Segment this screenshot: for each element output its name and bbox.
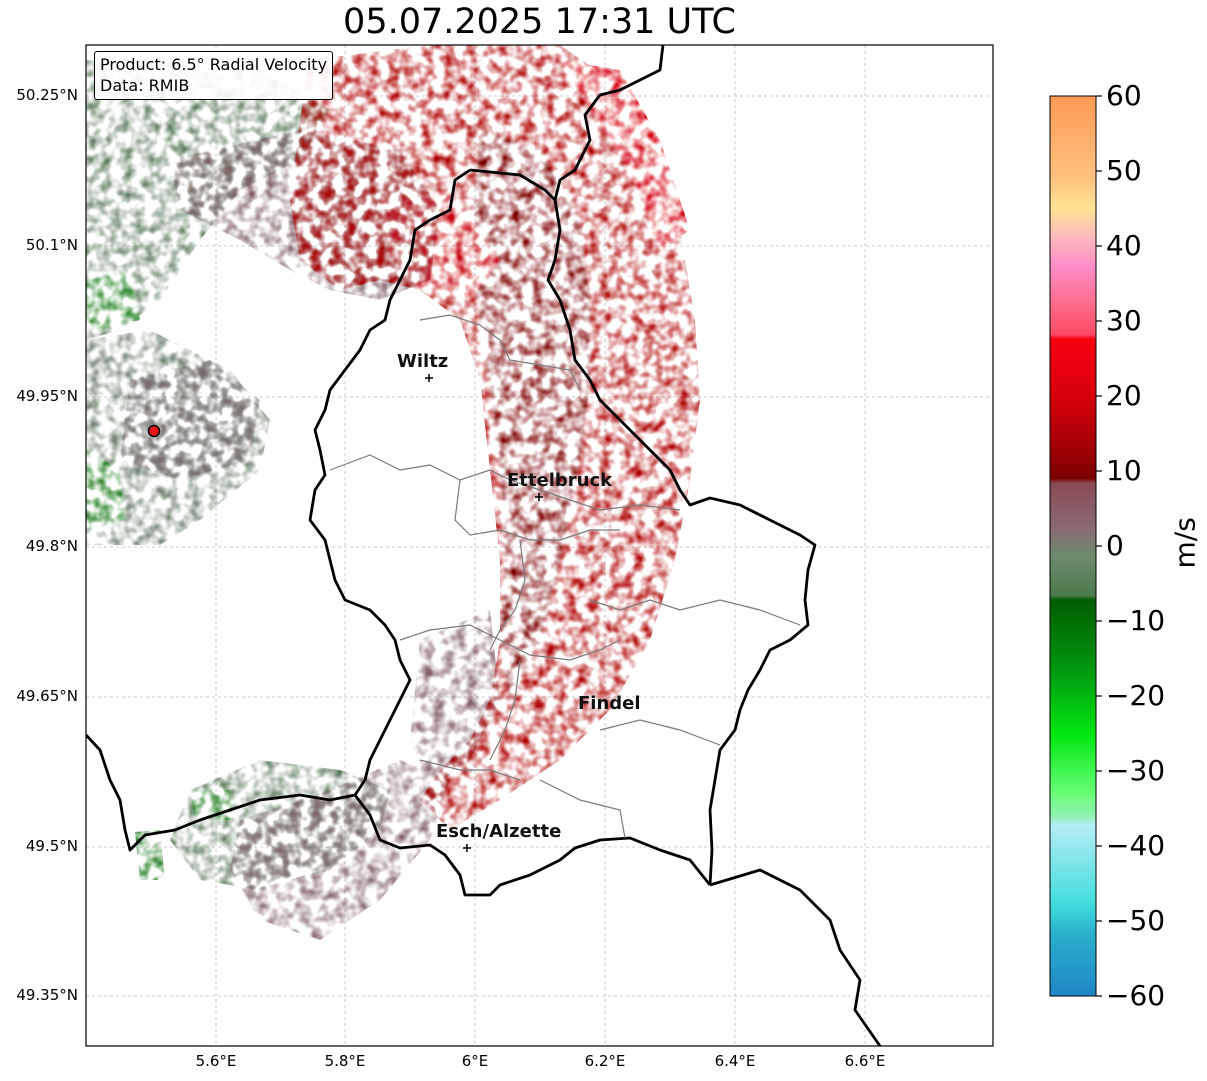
colorbar-tick-label: −40 — [1106, 829, 1166, 862]
city-label-ettelbruck: Ettelbruck — [507, 470, 613, 491]
city-markers — [425, 374, 543, 852]
colorbar-tick-label: 40 — [1106, 229, 1142, 262]
info-box: Product: 6.5° Radial Velocity Data: RMIB — [94, 51, 334, 100]
map-title: 05.07.2025 17:31 UTC — [343, 2, 736, 42]
city-label-esch-alzette: Esch/Alzette — [436, 821, 562, 842]
outbound-velocity-arc — [290, 45, 700, 830]
colorbar-tick-label: −30 — [1106, 754, 1166, 787]
lat-label: 49.95°N — [16, 387, 78, 405]
city-label-wiltz: Wiltz — [397, 351, 449, 372]
lon-label: 6°E — [461, 1052, 489, 1070]
canton-borders — [329, 314, 801, 839]
lon-label: 5.6°E — [195, 1052, 237, 1070]
map-frame — [85, 44, 994, 1047]
colorbar-tick-label: −20 — [1106, 679, 1166, 712]
lon-label: 5.8°E — [324, 1052, 366, 1070]
lon-label: 6.2°E — [584, 1052, 626, 1070]
lat-label: 49.8°N — [25, 537, 78, 555]
lat-label: 49.65°N — [16, 687, 78, 705]
colorbar — [1049, 95, 1102, 997]
colorbar-tick-label: 0 — [1106, 529, 1124, 562]
colorbar-tick-label: −50 — [1106, 904, 1166, 937]
lon-label: 6.4°E — [714, 1052, 756, 1070]
radar-site-marker — [147, 424, 161, 438]
lon-label: 6.6°E — [844, 1052, 886, 1070]
country-borders — [86, 45, 882, 1046]
lat-label: 50.25°N — [16, 86, 78, 104]
city-label-findel: Findel — [578, 693, 641, 714]
data-source-label: Data: RMIB — [100, 76, 190, 95]
colorbar-tick-label: 10 — [1106, 454, 1142, 487]
lat-label: 50.1°N — [25, 236, 78, 254]
lat-label: 49.35°N — [16, 986, 78, 1004]
colorbar-unit-label: m/s — [1168, 517, 1202, 569]
colorbar-tick-label: 60 — [1106, 79, 1142, 112]
colorbar-tick-label: −60 — [1106, 979, 1166, 1012]
colorbar-tick-label: 20 — [1106, 379, 1142, 412]
colorbar-tick-label: 30 — [1106, 304, 1142, 337]
product-label: Product: 6.5° Radial Velocity — [100, 55, 328, 74]
lat-label: 49.5°N — [25, 837, 78, 855]
colorbar-tick-label: 50 — [1106, 154, 1142, 187]
colorbar-tick-label: −10 — [1106, 604, 1166, 637]
